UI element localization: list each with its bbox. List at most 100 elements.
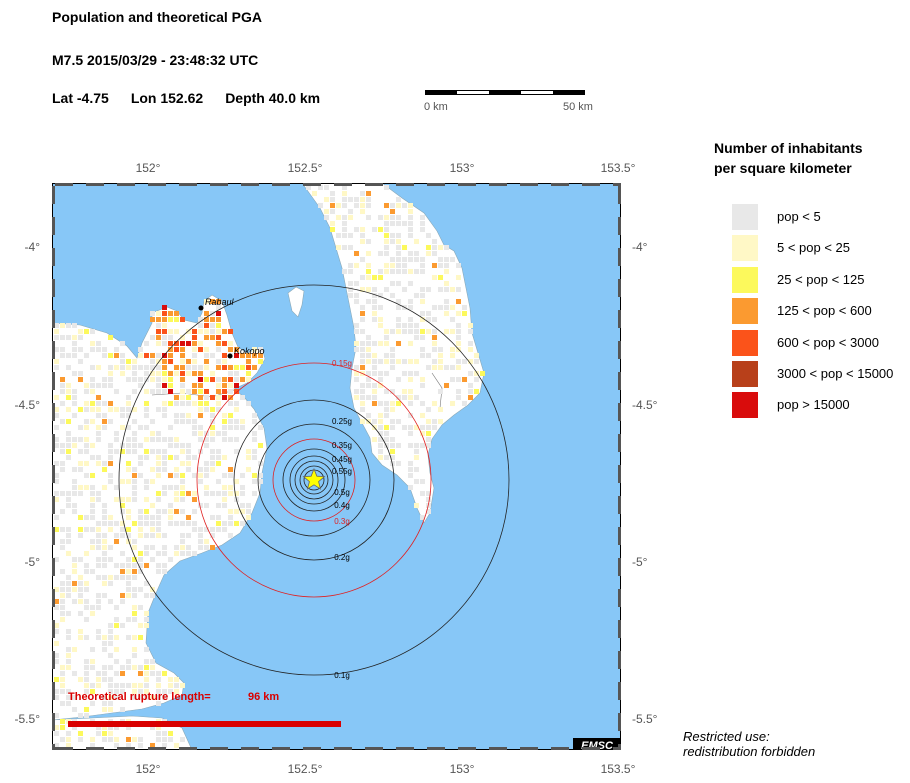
population-cell bbox=[348, 197, 353, 202]
population-cell bbox=[66, 533, 71, 538]
population-cell bbox=[396, 203, 401, 208]
population-cell bbox=[378, 431, 383, 436]
population-cell bbox=[348, 209, 353, 214]
population-cell bbox=[54, 587, 59, 592]
population-cell bbox=[132, 635, 137, 640]
population-cell bbox=[102, 701, 107, 706]
population-cell bbox=[354, 203, 359, 208]
population-cell bbox=[150, 335, 155, 340]
population-cell bbox=[150, 317, 155, 322]
population-cell bbox=[372, 371, 377, 376]
population-cell bbox=[468, 371, 473, 376]
population-cell bbox=[390, 269, 395, 274]
population-cell bbox=[150, 743, 155, 748]
population-cell bbox=[216, 479, 221, 484]
population-cell bbox=[66, 419, 71, 424]
population-cell bbox=[390, 221, 395, 226]
population-cell bbox=[444, 263, 449, 268]
population-cell bbox=[366, 269, 371, 274]
population-cell bbox=[108, 725, 113, 730]
population-cell bbox=[114, 449, 119, 454]
population-cell bbox=[174, 497, 179, 502]
population-cell bbox=[378, 437, 383, 442]
population-cell bbox=[108, 335, 113, 340]
population-cell bbox=[216, 341, 221, 346]
population-cell bbox=[204, 323, 209, 328]
population-cell bbox=[210, 323, 215, 328]
population-cell bbox=[60, 677, 65, 682]
population-cell bbox=[384, 455, 389, 460]
population-cell bbox=[180, 317, 185, 322]
population-cell bbox=[408, 413, 413, 418]
population-cell bbox=[108, 557, 113, 562]
population-cell bbox=[114, 533, 119, 538]
population-cell bbox=[174, 437, 179, 442]
population-cell bbox=[162, 311, 167, 316]
population-cell bbox=[420, 299, 425, 304]
population-cell bbox=[96, 383, 101, 388]
population-cell bbox=[108, 599, 113, 604]
population-cell bbox=[204, 329, 209, 334]
population-cell bbox=[240, 521, 245, 526]
population-cell bbox=[426, 509, 431, 514]
population-cell bbox=[138, 695, 143, 700]
population-cell bbox=[420, 383, 425, 388]
population-cell bbox=[66, 731, 71, 736]
population-cell bbox=[366, 383, 371, 388]
population-cell bbox=[102, 665, 107, 670]
population-cell bbox=[162, 401, 167, 406]
population-cell bbox=[180, 365, 185, 370]
frame-dash bbox=[489, 183, 507, 186]
population-cell bbox=[144, 515, 149, 520]
population-cell bbox=[60, 599, 65, 604]
population-cell bbox=[234, 437, 239, 442]
population-cell bbox=[60, 689, 65, 694]
population-cell bbox=[66, 581, 71, 586]
population-cell bbox=[132, 365, 137, 370]
population-cell bbox=[252, 419, 257, 424]
population-cell bbox=[228, 371, 233, 376]
population-cell bbox=[174, 743, 179, 748]
population-cell bbox=[246, 515, 251, 520]
population-cell bbox=[360, 209, 365, 214]
population-cell bbox=[420, 293, 425, 298]
population-cell bbox=[198, 467, 203, 472]
population-cell bbox=[444, 365, 449, 370]
population-cell bbox=[198, 341, 203, 346]
population-cell bbox=[72, 335, 77, 340]
population-cell bbox=[246, 371, 251, 376]
population-cell bbox=[120, 569, 125, 574]
population-cell bbox=[108, 449, 113, 454]
population-cell bbox=[78, 599, 83, 604]
population-cell bbox=[78, 527, 83, 532]
population-cell bbox=[378, 317, 383, 322]
population-cell bbox=[186, 461, 191, 466]
frame-dash bbox=[86, 747, 104, 750]
population-cell bbox=[222, 377, 227, 382]
population-cell bbox=[180, 683, 185, 688]
population-cell bbox=[360, 407, 365, 412]
population-cell bbox=[174, 473, 179, 478]
population-cell bbox=[174, 509, 179, 514]
population-cell bbox=[450, 287, 455, 292]
population-cell bbox=[258, 359, 263, 364]
population-cell bbox=[330, 191, 335, 196]
population-cell bbox=[72, 587, 77, 592]
population-cell bbox=[120, 443, 125, 448]
population-cell bbox=[108, 455, 113, 460]
population-cell bbox=[102, 671, 107, 676]
population-cell bbox=[120, 665, 125, 670]
frame-dash bbox=[427, 183, 445, 186]
population-cell bbox=[216, 401, 221, 406]
population-cell bbox=[156, 389, 161, 394]
population-cell bbox=[138, 587, 143, 592]
rupture-bar bbox=[68, 721, 341, 727]
population-cell bbox=[360, 317, 365, 322]
frame-dash bbox=[52, 310, 55, 328]
population-cell bbox=[120, 425, 125, 430]
pga-label-0.5g: 0.5g bbox=[334, 488, 350, 497]
population-cell bbox=[408, 215, 413, 220]
pga-label-0.1g: 0.1g bbox=[334, 671, 350, 680]
population-cell bbox=[390, 233, 395, 238]
population-cell bbox=[126, 401, 131, 406]
